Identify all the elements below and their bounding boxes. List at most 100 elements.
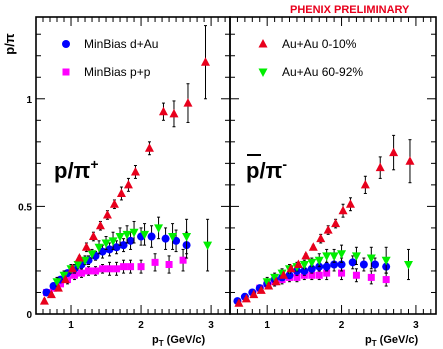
data-point <box>129 228 139 238</box>
data-point <box>375 162 385 172</box>
legend-label: Au+Au 0-10% <box>282 37 357 51</box>
data-point <box>92 267 100 275</box>
right-panel-ratio-label: p/π- <box>246 156 287 183</box>
data-point <box>322 252 332 261</box>
data-point <box>122 230 132 240</box>
data-point <box>301 250 311 260</box>
data-point <box>293 273 301 281</box>
data-point <box>331 218 341 228</box>
data-point <box>99 265 107 273</box>
data-point <box>67 263 77 273</box>
data-point <box>115 233 125 242</box>
legend-marker <box>62 40 70 48</box>
data-point <box>200 57 210 66</box>
data-point <box>308 271 316 279</box>
data-point <box>345 199 355 208</box>
legend-label: MinBias p+p <box>84 65 151 79</box>
data-point <box>80 256 90 266</box>
right-panel: 1 2 3 Au+Au 0-10% Au+Au 60-92% p/π- pT (GeV… <box>229 16 437 348</box>
data-point <box>299 261 309 270</box>
x-tick-label: 2 <box>138 320 144 331</box>
data-point <box>300 266 309 275</box>
right-data-points <box>233 134 415 307</box>
legend-label: Au+Au 60-92% <box>282 65 363 79</box>
left-data-points <box>39 25 213 305</box>
data-point <box>371 260 380 269</box>
data-point <box>337 260 346 269</box>
data-point <box>241 293 251 303</box>
data-point <box>140 230 150 240</box>
data-point <box>59 271 69 281</box>
x-tick-label: 2 <box>339 320 345 331</box>
x-tick-label: 3 <box>413 320 419 331</box>
data-point <box>307 264 316 273</box>
data-point <box>81 242 91 251</box>
data-point <box>126 236 135 245</box>
data-point <box>169 108 179 118</box>
data-point <box>352 271 360 279</box>
data-point <box>351 252 361 261</box>
data-point <box>308 242 318 251</box>
data-point <box>147 232 156 241</box>
left-x-axis-label: pT (GeV/c) <box>152 334 206 348</box>
data-point <box>286 263 296 273</box>
data-point <box>389 147 399 157</box>
data-point <box>106 265 114 273</box>
data-point <box>382 276 390 284</box>
data-point <box>109 199 119 208</box>
data-point <box>101 239 111 248</box>
right-ticks: 1 2 3 <box>230 17 436 331</box>
series-au-au-60-92 <box>52 216 213 287</box>
data-point <box>249 289 259 299</box>
data-point <box>137 263 145 271</box>
data-point <box>262 278 272 287</box>
data-point <box>105 245 114 254</box>
data-point <box>264 281 274 290</box>
data-point <box>73 261 83 270</box>
data-point <box>323 269 331 277</box>
data-point <box>74 253 84 262</box>
data-point <box>42 288 51 297</box>
data-point <box>46 289 56 299</box>
y-tick-label: 1 <box>26 95 32 106</box>
y-axis-label: p/π <box>2 33 17 55</box>
x-tick-label: 1 <box>264 320 270 331</box>
data-point <box>293 259 303 268</box>
data-point <box>315 271 323 279</box>
data-point <box>154 224 164 233</box>
y-tick-label: 0.5 <box>18 202 32 213</box>
data-point <box>183 98 193 107</box>
data-point <box>88 231 98 241</box>
data-point <box>172 236 181 245</box>
data-point <box>57 280 65 288</box>
x-tick-label: 1 <box>68 320 74 331</box>
data-point <box>403 261 413 270</box>
data-point <box>60 274 70 284</box>
data-point <box>366 254 376 264</box>
data-point <box>39 296 49 305</box>
data-point <box>165 261 173 268</box>
data-point <box>158 106 168 116</box>
data-point <box>123 179 133 189</box>
data-point <box>127 263 135 271</box>
left-legend: MinBias d+Au MinBias p+p <box>62 37 158 79</box>
series-au-au-0-10 <box>234 134 415 307</box>
data-point <box>271 276 281 286</box>
data-point <box>359 260 368 269</box>
data-point <box>360 179 370 189</box>
data-point <box>179 256 187 264</box>
legend-label: MinBias d+Au <box>84 37 158 51</box>
data-point <box>87 250 97 259</box>
series-au-au-0-10 <box>39 25 210 305</box>
data-point <box>78 269 86 277</box>
data-point <box>270 273 280 283</box>
right-x-axis-label: pT (GeV/c) <box>365 334 419 348</box>
data-point <box>367 273 375 281</box>
data-point <box>151 258 159 266</box>
x-tick-label: 3 <box>208 320 214 331</box>
data-point <box>168 233 178 242</box>
legend-marker <box>258 68 268 77</box>
data-point <box>71 271 79 279</box>
left-ticks: 1 2 3 0 0.5 1 <box>18 17 230 331</box>
